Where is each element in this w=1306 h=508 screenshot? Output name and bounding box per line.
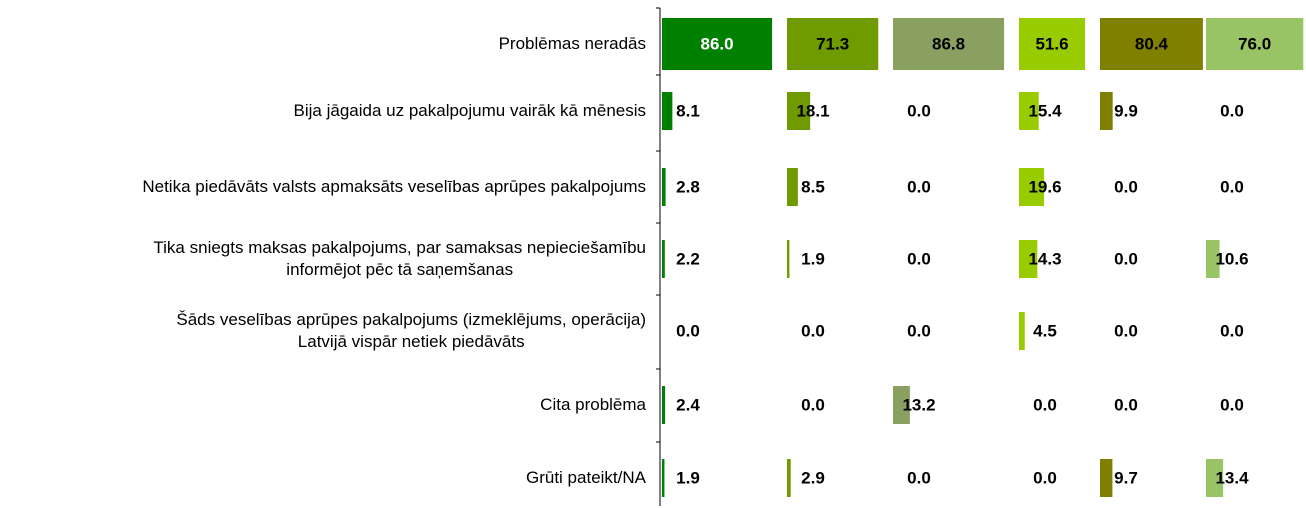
bar <box>1019 168 1045 206</box>
value-label: 0.0 <box>1220 321 1244 340</box>
bar <box>1206 18 1304 70</box>
bar <box>1100 18 1203 70</box>
value-label: 2.4 <box>676 395 700 414</box>
value-label: 0.0 <box>1220 395 1244 414</box>
bar <box>1100 92 1113 130</box>
value-label: 51.6 <box>1035 34 1068 53</box>
value-label: 0.0 <box>907 321 931 340</box>
bar <box>1100 459 1113 497</box>
value-label: 14.3 <box>1028 249 1061 268</box>
value-label: 0.0 <box>801 395 825 414</box>
bar <box>662 459 665 497</box>
value-label: 18.1 <box>796 101 829 120</box>
value-label: 19.6 <box>1028 177 1061 196</box>
bar <box>787 92 811 130</box>
value-label: 13.2 <box>902 395 935 414</box>
value-label: 0.0 <box>1114 249 1138 268</box>
bar <box>1019 18 1086 70</box>
value-label: 86.8 <box>932 34 965 53</box>
bar <box>787 18 879 70</box>
bar <box>893 18 1005 70</box>
bar <box>893 386 910 424</box>
value-label: 0.0 <box>907 468 931 487</box>
value-label: 0.0 <box>1114 177 1138 196</box>
value-label: 1.9 <box>801 249 825 268</box>
value-label: 8.5 <box>801 177 825 196</box>
value-label: 80.4 <box>1135 34 1169 53</box>
value-label: 13.4 <box>1215 468 1249 487</box>
category-label: Šāds veselības aprūpes pakalpojums (izme… <box>176 310 646 351</box>
value-label: 0.0 <box>1114 321 1138 340</box>
bar <box>787 240 790 278</box>
value-label: 9.9 <box>1114 101 1138 120</box>
bar <box>662 168 666 206</box>
category-label: Netika piedāvāts valsts apmaksāts veselī… <box>142 177 646 196</box>
value-label: 2.2 <box>676 249 700 268</box>
value-label: 0.0 <box>1114 395 1138 414</box>
value-label: 15.4 <box>1028 101 1062 120</box>
value-label: 0.0 <box>1033 468 1057 487</box>
value-label: 10.6 <box>1215 249 1248 268</box>
category-label: Grūti pateikt/NA <box>526 468 646 487</box>
bar <box>662 92 673 130</box>
bar <box>1019 240 1038 278</box>
value-label: 0.0 <box>1033 395 1057 414</box>
value-label: 0.0 <box>676 321 700 340</box>
value-label: 2.9 <box>801 468 825 487</box>
value-label: 0.0 <box>1220 101 1244 120</box>
bar <box>787 459 791 497</box>
value-label: 0.0 <box>907 101 931 120</box>
value-label: 86.0 <box>700 34 733 53</box>
value-label: 0.0 <box>1220 177 1244 196</box>
category-label: Problēmas neradās <box>498 34 646 53</box>
bar <box>662 386 666 424</box>
bar <box>1206 459 1224 497</box>
value-label: 2.8 <box>676 177 700 196</box>
value-label: 71.3 <box>816 34 849 53</box>
bar <box>1206 240 1220 278</box>
value-label: 4.5 <box>1033 321 1057 340</box>
bar <box>662 240 665 278</box>
value-label: 1.9 <box>676 468 700 487</box>
bar <box>787 168 798 206</box>
value-label: 76.0 <box>1238 34 1271 53</box>
category-label: Cita problēma <box>540 395 646 414</box>
value-label: 9.7 <box>1114 468 1138 487</box>
value-label: 0.0 <box>801 321 825 340</box>
category-label: Tika sniegts maksas pakalpojums, par sam… <box>153 238 646 279</box>
value-label: 0.0 <box>907 249 931 268</box>
value-label: 0.0 <box>907 177 931 196</box>
value-label: 8.1 <box>676 101 700 120</box>
bar <box>662 18 773 70</box>
bar <box>1019 312 1025 350</box>
category-label: Bija jāgaida uz pakalpojumu vairāk kā mē… <box>293 101 646 120</box>
bar <box>1019 92 1039 130</box>
